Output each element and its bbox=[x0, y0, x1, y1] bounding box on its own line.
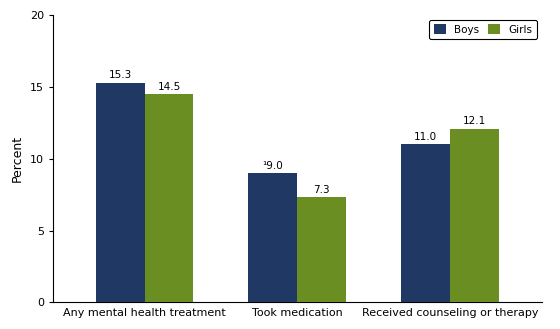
Legend: Boys, Girls: Boys, Girls bbox=[430, 20, 537, 39]
Bar bbox=[96, 83, 144, 302]
Text: 15.3: 15.3 bbox=[109, 70, 132, 81]
Bar bbox=[450, 129, 499, 302]
Text: 12.1: 12.1 bbox=[463, 116, 487, 126]
Bar bbox=[144, 94, 193, 302]
Bar bbox=[402, 144, 450, 302]
Y-axis label: Percent: Percent bbox=[11, 135, 24, 182]
Text: 14.5: 14.5 bbox=[157, 82, 181, 92]
Text: 11.0: 11.0 bbox=[414, 132, 437, 142]
Bar bbox=[297, 197, 346, 302]
Text: ¹9.0: ¹9.0 bbox=[263, 161, 283, 171]
Text: 7.3: 7.3 bbox=[314, 185, 330, 195]
Bar bbox=[249, 173, 297, 302]
